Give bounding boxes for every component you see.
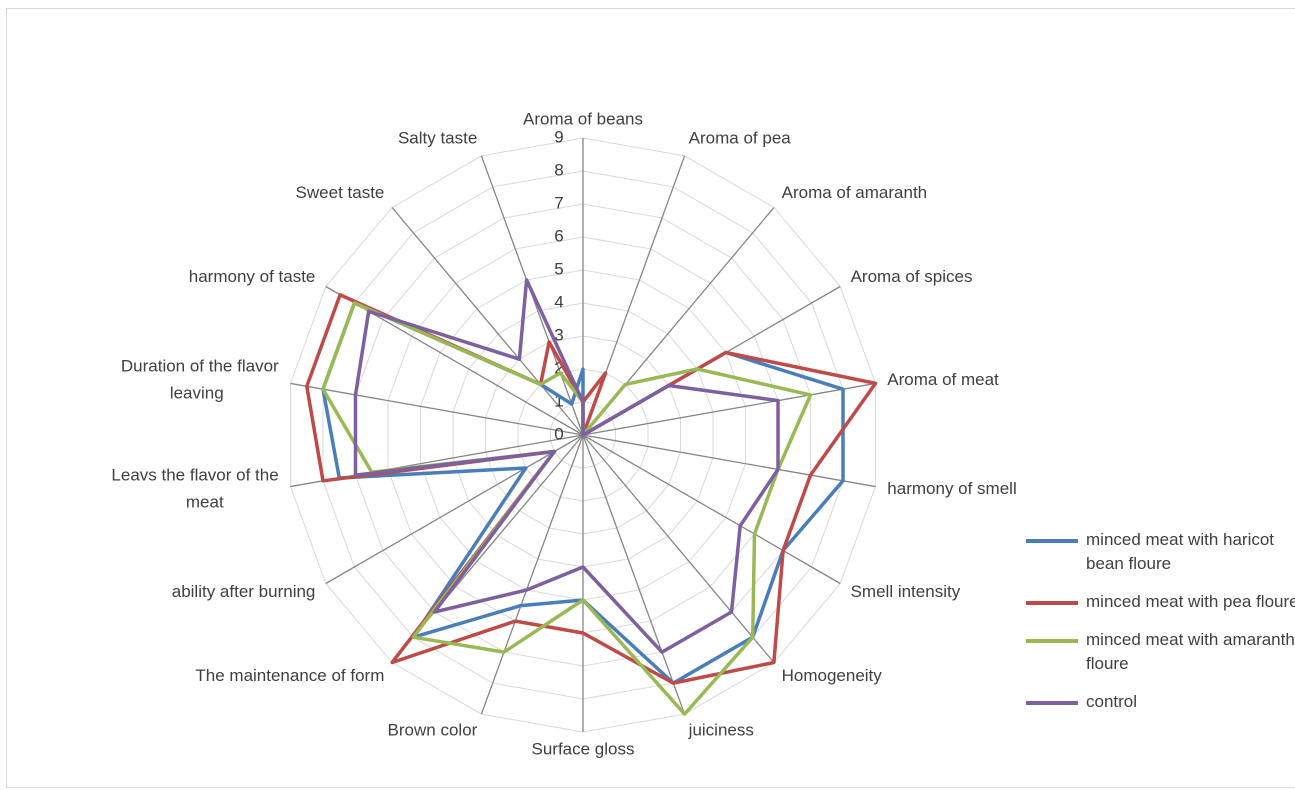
category-label: Homogeneity bbox=[782, 666, 883, 685]
category-label: Aroma of amaranth bbox=[782, 183, 928, 202]
chart-frame bbox=[6, 8, 1295, 788]
legend-label: control bbox=[1086, 692, 1138, 711]
spoke bbox=[480, 434, 584, 715]
r-tick-label: 6 bbox=[554, 226, 563, 245]
category-label: Brown color bbox=[388, 720, 478, 739]
label-line: Duration of the flavor bbox=[121, 357, 279, 376]
legend-item: minced meat with pea floure bbox=[1026, 590, 1295, 614]
category-label: ability after burning bbox=[172, 582, 316, 601]
category-label: Sweet taste bbox=[296, 183, 385, 202]
category-label: Aroma of spices bbox=[851, 267, 973, 286]
legend-swatch bbox=[1026, 639, 1078, 643]
r-tick-label: 0 bbox=[554, 424, 563, 443]
spoke bbox=[582, 434, 876, 488]
category-label: Duration of the flavor leaving bbox=[121, 357, 279, 403]
spoke bbox=[325, 434, 584, 585]
r-tick-label: 5 bbox=[554, 259, 563, 278]
category-label: Aroma of pea bbox=[689, 128, 792, 147]
spoke bbox=[582, 434, 775, 663]
spoke bbox=[391, 207, 584, 436]
category-label: juiciness bbox=[688, 720, 754, 739]
series-line bbox=[321, 301, 813, 716]
spoke bbox=[582, 434, 841, 585]
legend-swatch bbox=[1026, 701, 1078, 705]
legend-item: control bbox=[1026, 690, 1295, 714]
r-tick-label: 2 bbox=[554, 358, 563, 377]
r-tick-label: 4 bbox=[554, 292, 563, 311]
spoke bbox=[290, 382, 584, 436]
r-tick-label: 7 bbox=[554, 193, 563, 212]
category-label: The maintenance of form bbox=[195, 666, 384, 685]
r-tick-label: 1 bbox=[554, 391, 563, 410]
legend-swatch bbox=[1026, 601, 1078, 605]
legend-swatch bbox=[1026, 539, 1078, 543]
legend-label: minced meat with amaranth floure bbox=[1086, 630, 1295, 673]
spoke bbox=[582, 434, 686, 715]
category-label: Aroma of meat bbox=[887, 370, 999, 389]
spoke bbox=[582, 382, 876, 436]
r-tick-label: 8 bbox=[554, 160, 563, 179]
legend-item: minced meat with amaranth floure bbox=[1026, 628, 1295, 676]
series-line bbox=[353, 278, 780, 654]
category-label: Salty taste bbox=[398, 128, 477, 147]
category-label: Surface gloss bbox=[532, 739, 635, 758]
legend-item: minced meat with haricot bean floure bbox=[1026, 528, 1295, 576]
legend-label: minced meat with pea floure bbox=[1086, 592, 1295, 611]
legend: minced meat with haricot bean floure minc… bbox=[1026, 528, 1295, 728]
category-label: Smell intensity bbox=[851, 582, 961, 601]
label-line: leaving bbox=[170, 384, 224, 403]
label-line: Leavs the flavor of the bbox=[111, 466, 278, 485]
series-line bbox=[305, 293, 878, 685]
category-label: Aroma of beans bbox=[523, 109, 643, 128]
category-label: harmony of taste bbox=[189, 267, 316, 286]
r-tick-label: 9 bbox=[554, 127, 563, 146]
category-label: Leavs the flavor of the meat bbox=[111, 466, 278, 512]
r-tick-label: 3 bbox=[554, 325, 563, 344]
category-label: harmony of smell bbox=[887, 479, 1016, 498]
legend-label: minced meat with haricot bean floure bbox=[1086, 530, 1275, 573]
label-line: meat bbox=[186, 493, 224, 512]
